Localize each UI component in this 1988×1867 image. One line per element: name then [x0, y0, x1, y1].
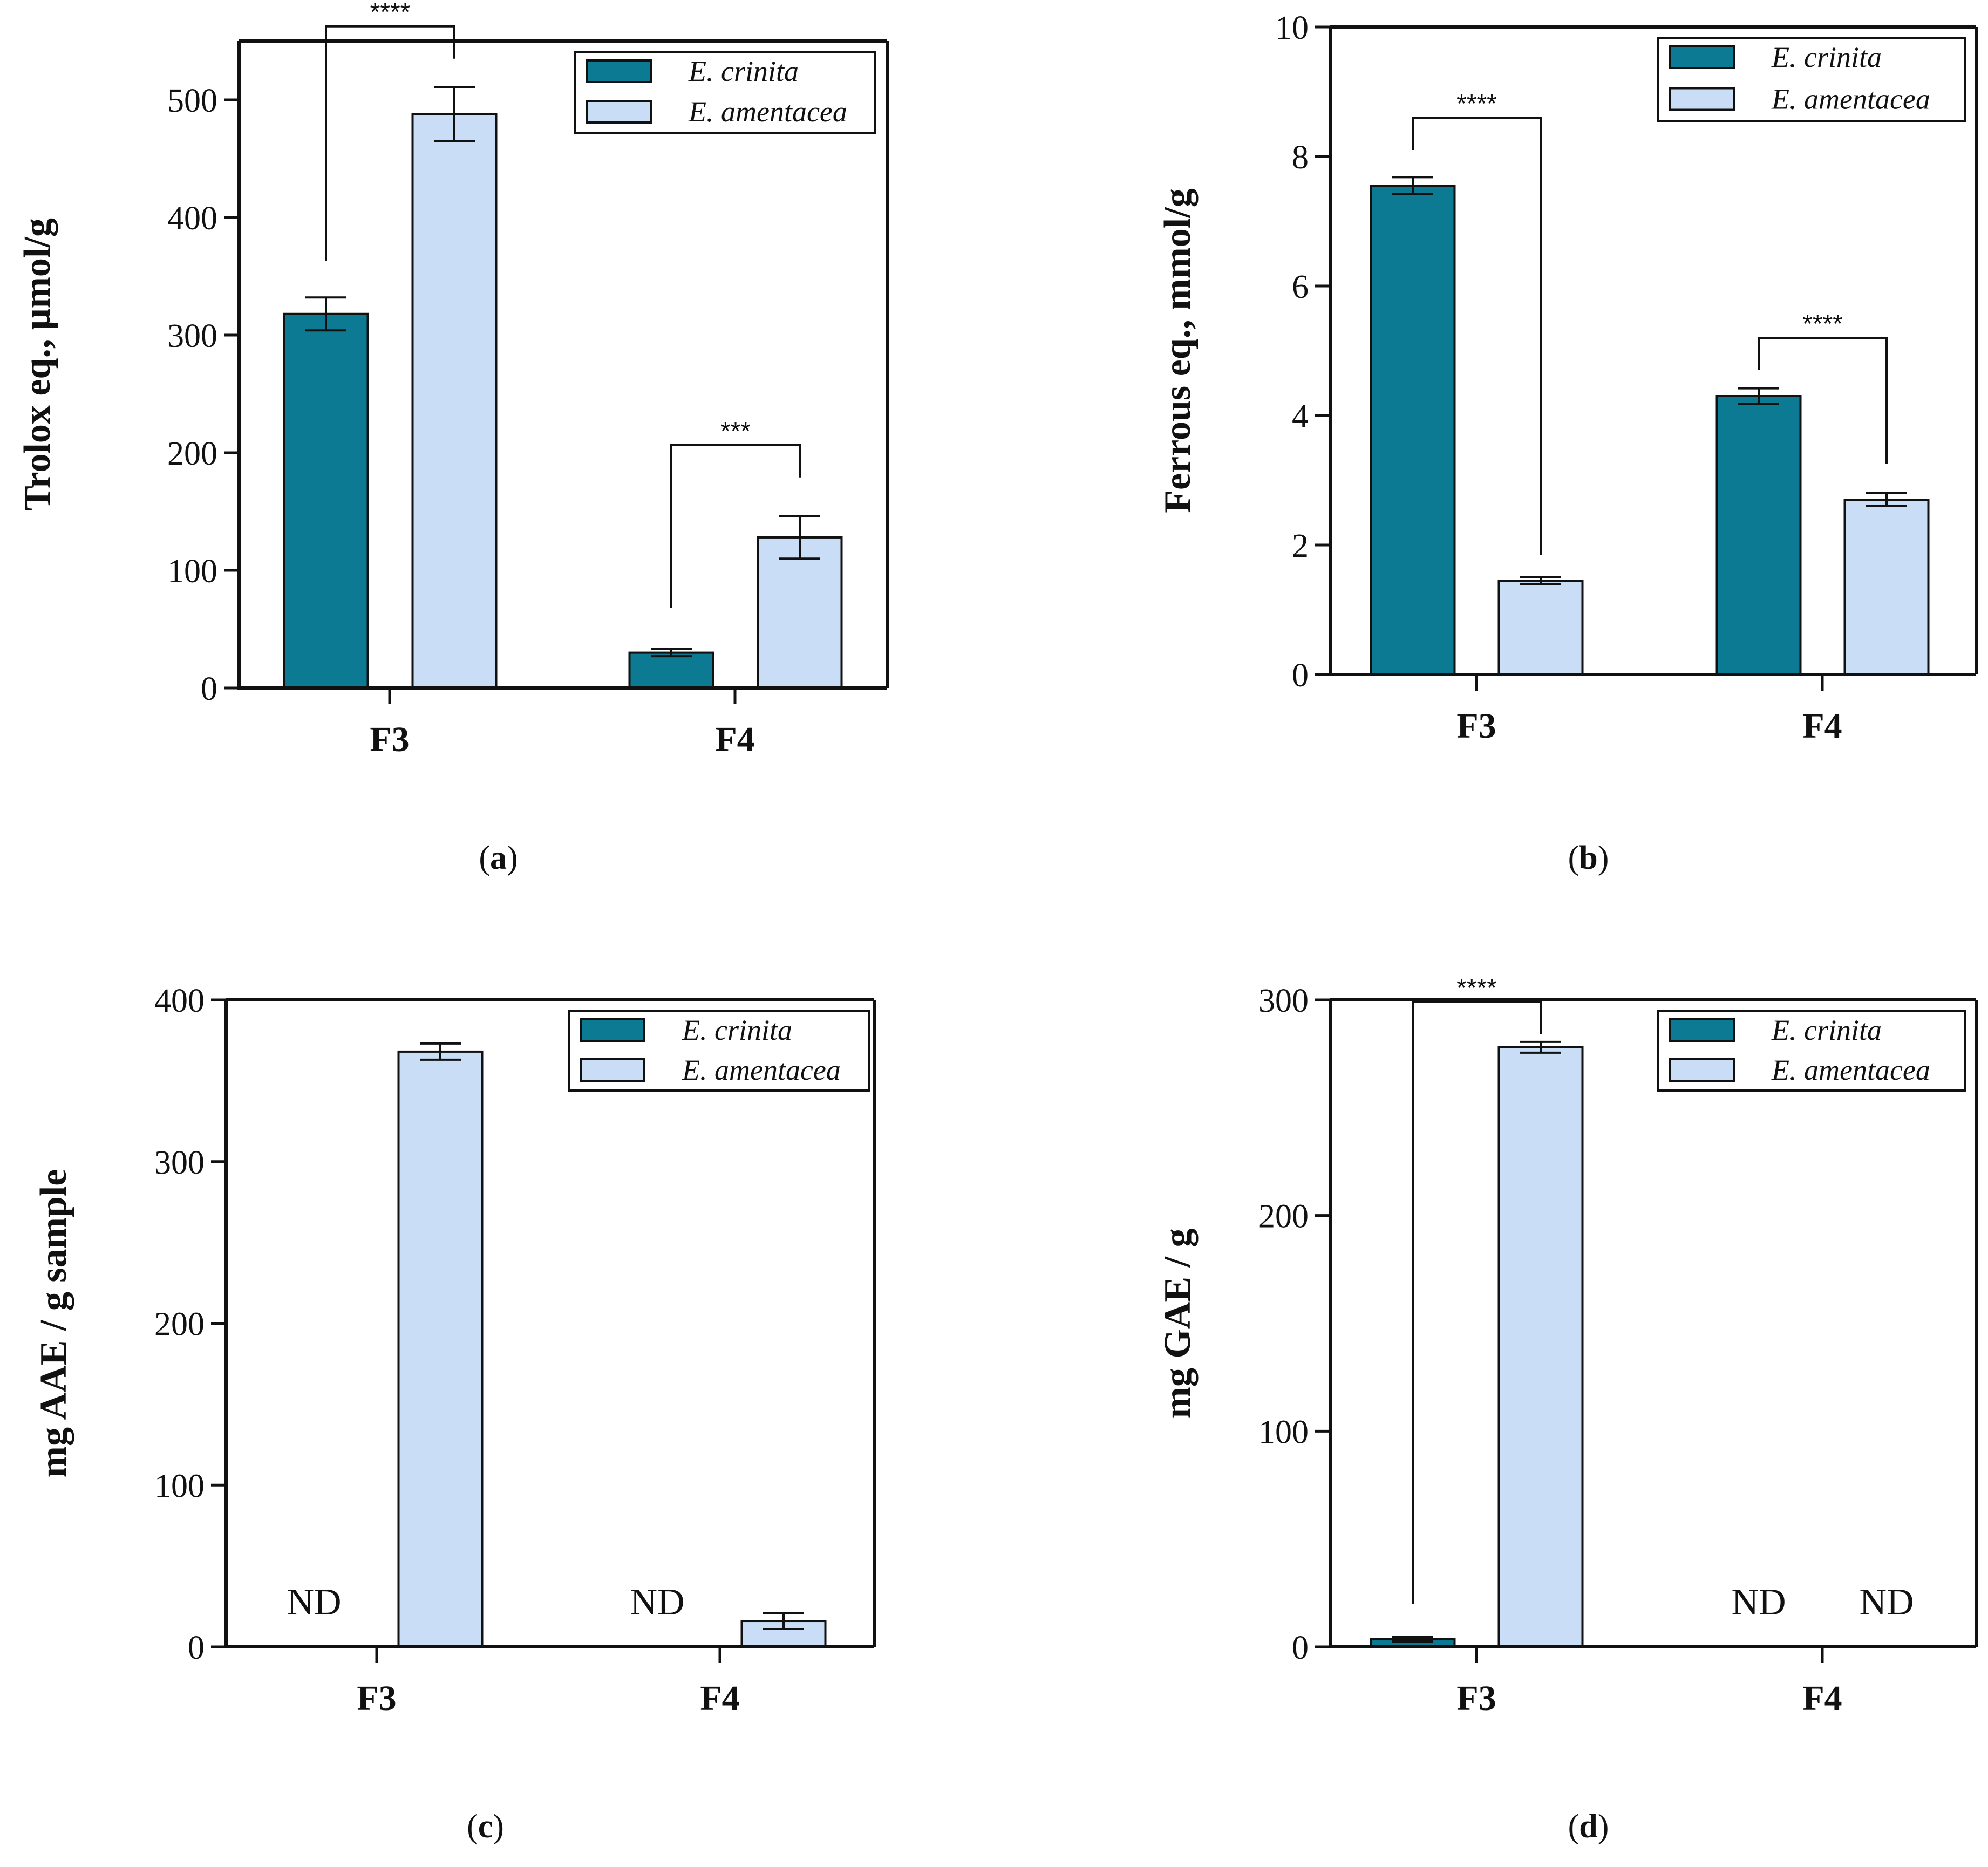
- chart-panel-b: 0 2 4 6 8 10 F3 F4 Ferrous eq., mmol/g E. crinita…: [1157, 10, 1978, 876]
- x-category-label-d: F4: [1802, 1679, 1842, 1718]
- nd-label-c-1: ND: [630, 1582, 684, 1623]
- y-axis-title-a: Trolox eq., μmol/g: [17, 218, 58, 511]
- bar-a-f3-series-0: [283, 312, 369, 689]
- legend-swatch-b-1: [1669, 87, 1735, 111]
- y-tick-label-b: 10: [1275, 10, 1309, 46]
- x-category-label-d: F3: [1456, 1679, 1496, 1718]
- y-tick-label-d: 0: [1292, 1630, 1309, 1666]
- bar-a-f3-series-1: [411, 113, 498, 689]
- nd-label-d-1: ND: [1859, 1582, 1914, 1623]
- bar-c-f3-series-1: [397, 1050, 484, 1648]
- y-tick-label-c: 0: [188, 1630, 205, 1666]
- x-category-label-b: F4: [1802, 706, 1842, 746]
- y-tick-label-b: 8: [1292, 139, 1309, 176]
- y-tick-label-a: 400: [167, 200, 217, 237]
- y-axis-title-d: mg GAE / g: [1157, 1229, 1199, 1419]
- y-tick-label-a: 100: [167, 553, 217, 590]
- x-category-label-b: F3: [1456, 706, 1496, 746]
- panel-label-d: (d): [1568, 1808, 1609, 1845]
- legend-swatch-a-1: [586, 100, 652, 124]
- y-axis-title-b: Ferrous eq., mmol/g: [1157, 188, 1199, 513]
- y-tick-label-b: 2: [1292, 528, 1309, 564]
- legend-swatch-d-1: [1669, 1058, 1735, 1082]
- y-axis-title-c: mg AAE / g sample: [33, 1169, 74, 1478]
- y-tick-label-c: 300: [154, 1144, 205, 1181]
- y-tick-label-c: 200: [154, 1306, 205, 1343]
- significance-label-b-0: ****: [1456, 90, 1497, 118]
- chart-panel-d: 0 100 200 300 F3 F4 mg GAE / g E. crinita E. ame…: [1157, 974, 1978, 1845]
- bar-a-f4-series-1: [757, 536, 843, 690]
- significance-bracket-b-0: [1412, 117, 1542, 555]
- legend-swatch-d-0: [1669, 1018, 1735, 1042]
- y-tick-label-b: 4: [1292, 398, 1309, 435]
- y-tick-label-c: 100: [154, 1468, 205, 1504]
- significance-bracket-d-0: [1412, 1000, 1542, 1604]
- significance-bracket-b-1: [1758, 337, 1888, 464]
- y-tick-label-a: 0: [201, 671, 217, 707]
- y-tick-label-b: 0: [1292, 657, 1309, 694]
- x-category-label-c: F3: [357, 1679, 396, 1718]
- legend-swatch-b-0: [1669, 45, 1735, 69]
- bar-d-f3-series-1: [1497, 1046, 1584, 1648]
- chart-panel-c: 0 100 200 300 400 F3 F4 mg AAE / g sample E. cri…: [33, 983, 876, 1845]
- bar-b-f3-series-0: [1370, 185, 1456, 676]
- legend-label-d-1: E. amentacea: [1771, 1054, 1930, 1086]
- legend-label-a-1: E. amentacea: [688, 96, 847, 128]
- legend-label-b-1: E. amentacea: [1771, 83, 1930, 115]
- legend-swatch-a-0: [586, 59, 652, 83]
- significance-label-a-1: ***: [720, 417, 751, 446]
- significance-label-d-0: ****: [1456, 974, 1497, 1003]
- legend-label-c-0: E. crinita: [682, 1014, 792, 1046]
- panel-label-a: (a): [479, 840, 518, 876]
- significance-bracket-a-0: [325, 25, 455, 261]
- legend-label-a-0: E. crinita: [688, 55, 799, 87]
- nd-label-d-0: ND: [1731, 1582, 1786, 1623]
- y-tick-label-d: 100: [1258, 1414, 1309, 1450]
- significance-label-a-0: ****: [370, 0, 411, 27]
- x-category-label-a: F3: [370, 720, 409, 759]
- significance-bracket-a-1: [670, 444, 801, 608]
- bar-b-f4-series-0: [1715, 395, 1802, 676]
- y-tick-label-d: 300: [1258, 983, 1309, 1019]
- y-tick-label-a: 300: [167, 318, 217, 355]
- significance-label-b-1: ****: [1802, 310, 1843, 338]
- legend-swatch-c-1: [580, 1058, 645, 1082]
- nd-label-c-0: ND: [287, 1582, 341, 1623]
- y-tick-label-a: 200: [167, 435, 217, 472]
- y-tick-label-b: 6: [1292, 269, 1309, 305]
- panel-label-c: (c): [467, 1808, 504, 1845]
- bar-b-f3-series-1: [1497, 580, 1584, 676]
- legend-swatch-c-0: [580, 1018, 645, 1042]
- legend-label-c-1: E. amentacea: [682, 1054, 841, 1086]
- legend-label-b-0: E. crinita: [1771, 41, 1882, 73]
- y-tick-label-d: 200: [1258, 1198, 1309, 1235]
- bar-b-f4-series-1: [1843, 499, 1930, 676]
- bar-a-f4-series-0: [628, 651, 714, 689]
- y-tick-label-c: 400: [154, 983, 205, 1019]
- y-tick-label-a: 500: [167, 83, 217, 119]
- chart-panel-a: 0 100 200 300 400 500 F3 F4 Trolox eq., μmol/g E.…: [17, 0, 889, 876]
- legend-label-d-0: E. crinita: [1771, 1014, 1882, 1046]
- x-category-label-a: F4: [715, 720, 754, 759]
- x-category-label-c: F4: [700, 1679, 739, 1718]
- panel-label-b: (b): [1568, 840, 1609, 876]
